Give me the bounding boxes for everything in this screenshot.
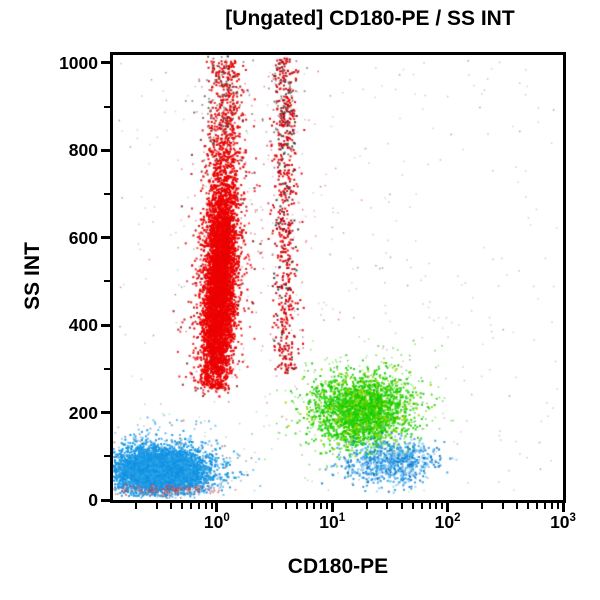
x-minor-tick (527, 503, 530, 509)
x-major-tick (561, 503, 565, 512)
x-tick-label: 100 (203, 512, 230, 532)
x-tick-label: 102 (434, 512, 461, 532)
x-major-tick (446, 503, 450, 512)
x-axis-label: CD180-PE (287, 555, 389, 578)
y-major-tick (101, 236, 110, 240)
x-minor-tick (550, 503, 553, 509)
y-minor-tick (104, 280, 110, 283)
x-major-tick (330, 503, 334, 512)
x-minor-tick (197, 503, 200, 509)
y-tick-label: 1000 (59, 52, 98, 73)
x-minor-tick (325, 503, 328, 509)
x-minor-tick (411, 503, 414, 509)
x-minor-tick (190, 503, 193, 509)
x-minor-tick (305, 503, 308, 509)
x-minor-tick (544, 503, 547, 509)
x-minor-tick (428, 503, 431, 509)
x-minor-tick (435, 503, 438, 509)
x-minor-tick (155, 503, 158, 509)
x-minor-tick (386, 503, 389, 509)
x-minor-tick (296, 503, 299, 509)
x-minor-tick (169, 503, 172, 509)
y-tick-label: 200 (68, 402, 98, 423)
y-tick-label: 600 (68, 227, 98, 248)
y-major-tick (101, 498, 110, 502)
x-minor-tick (536, 503, 539, 509)
y-axis-label: SS INT (21, 242, 44, 310)
scatter-canvas (113, 55, 563, 500)
x-minor-tick (204, 503, 207, 509)
x-minor-tick (365, 503, 368, 509)
y-minor-tick (104, 367, 110, 370)
y-minor-tick (104, 193, 110, 195)
scatter-plot-area (110, 52, 566, 503)
y-tick-label: 0 (88, 490, 98, 510)
y-major-tick (101, 61, 110, 65)
y-minor-tick (104, 455, 110, 458)
x-minor-tick (210, 503, 213, 509)
x-minor-tick (181, 503, 184, 509)
x-minor-tick (313, 503, 316, 509)
x-minor-tick (441, 503, 444, 509)
x-minor-tick (400, 503, 403, 509)
y-tick-label: 400 (68, 315, 98, 336)
x-minor-tick (270, 503, 273, 509)
x-minor-tick (481, 503, 484, 509)
x-minor-tick (501, 503, 504, 509)
x-major-tick (215, 503, 219, 512)
x-minor-tick (516, 503, 519, 509)
x-minor-tick (556, 503, 559, 509)
y-major-tick (101, 148, 110, 152)
y-tick-label: 800 (68, 140, 98, 161)
x-minor-tick (285, 503, 288, 509)
y-minor-tick (104, 105, 110, 108)
y-major-tick (101, 323, 110, 327)
x-minor-tick (421, 503, 424, 509)
x-minor-tick (320, 503, 323, 509)
x-minor-tick (135, 503, 138, 509)
x-minor-tick (250, 503, 253, 509)
x-tick-label: 103 (550, 512, 576, 532)
x-tick-label: 101 (319, 512, 346, 532)
chart-title: [Ungated] CD180-PE / SS INT (225, 7, 515, 30)
y-major-tick (101, 411, 110, 415)
